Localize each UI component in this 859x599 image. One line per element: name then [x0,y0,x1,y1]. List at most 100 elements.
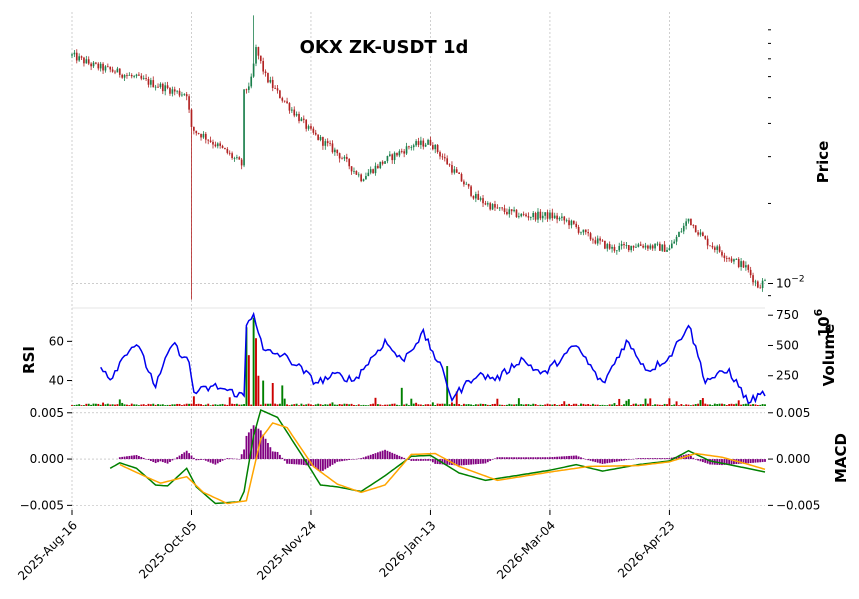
volume-bar [407,405,410,406]
volume-bar [541,405,544,406]
macd-histogram-bar [164,459,167,463]
candle-body [355,170,358,175]
volume-bar [324,404,327,406]
candle-body [142,78,145,79]
macd-histogram-bar [300,459,303,465]
candle-body [345,156,348,159]
candle-body [673,241,676,244]
candle-body [616,250,618,252]
macd-histogram-bar [517,457,520,460]
x-tick-label: 2025-Nov-24 [254,518,319,583]
macd-histogram-bar [276,451,279,460]
candle-body [295,113,298,116]
volume-bar [137,405,140,406]
volume-bar [752,404,755,406]
candle-body [279,90,281,99]
macd-histogram-bar [498,457,501,460]
candle-body [116,68,119,73]
macd-histogram-bar [510,457,513,460]
volume-bar [513,404,516,406]
candle-body [224,147,226,149]
volume-bar [582,403,585,406]
volume-bar [147,403,150,406]
macd-right-tick-label: 0.005 [776,406,810,420]
volume-bar [240,404,243,406]
macd-histogram-bar [539,457,542,460]
volume-bar [286,404,289,406]
macd-histogram-bar [441,459,444,465]
candle-body [243,89,245,166]
candle-body [312,128,315,133]
volume-bar [730,403,733,406]
candle-body [164,85,167,92]
volume-bar [527,404,530,406]
macd-histogram-bar [537,457,539,460]
macd-histogram-bar [759,459,762,463]
candle-body [704,236,707,239]
candle-body [575,223,578,227]
candle-body [489,203,492,210]
volume-bar [646,403,649,406]
macd-histogram-bar [221,459,224,461]
macd-histogram-bar [431,459,434,463]
macd-signal-line [119,422,766,505]
candle-body [111,69,114,72]
candle-body [525,214,527,217]
macd-histogram-bar [670,457,673,460]
candle-body [666,249,668,252]
macd-histogram-bar [690,455,692,460]
volume-bar [613,403,616,406]
volume-bar [317,403,320,406]
macd-right-tick-label: 0.000 [776,452,810,466]
candle-body [532,213,535,218]
volume-bar [570,404,573,406]
candle-body [99,63,102,69]
volume-bar [472,405,475,406]
macd-histogram-bar [422,459,425,461]
volume-bar [204,404,207,406]
volume-bar [503,405,506,406]
candle-body [644,245,647,248]
candle-body [357,174,360,176]
volume-bar [716,404,719,406]
volume-bar [484,404,487,406]
price-panel [71,15,766,300]
volume-bar [675,401,678,406]
volume-bar [269,403,272,406]
macd-histogram-bar [135,455,138,460]
volume-bar [656,404,659,406]
volume-bar [458,404,461,406]
candle-body [307,126,310,129]
volume-bar [178,403,181,406]
macd-histogram-bar [365,456,367,460]
candle-body [310,126,312,129]
volume-bar [130,403,133,406]
candle-body [386,156,389,162]
volume-bar [338,403,341,406]
candle-body [200,133,202,138]
candle-body [594,240,597,244]
macd-histogram-bar [644,458,647,460]
volume-bar [99,404,102,406]
volume-bar [329,403,332,406]
candle-body [95,62,97,64]
candle-body [214,144,217,147]
macd-histogram-bar [721,459,723,466]
volume-bar [539,404,542,406]
candle-body [682,225,685,232]
candle-body [472,195,475,199]
candle-body [178,90,181,96]
volume-bar [192,396,195,406]
volume-bar [207,403,210,406]
candle-body [494,204,496,208]
volume-bar [386,404,389,406]
macd-histogram-bar [709,459,711,465]
candle-body [377,165,379,169]
macd-histogram-bar [558,456,561,460]
candle-body [350,166,353,172]
macd-histogram-bar [761,459,764,463]
candle-body [429,139,432,146]
volume-bar [331,402,334,406]
candle-body [319,137,322,140]
macd-histogram-bar [391,452,394,460]
